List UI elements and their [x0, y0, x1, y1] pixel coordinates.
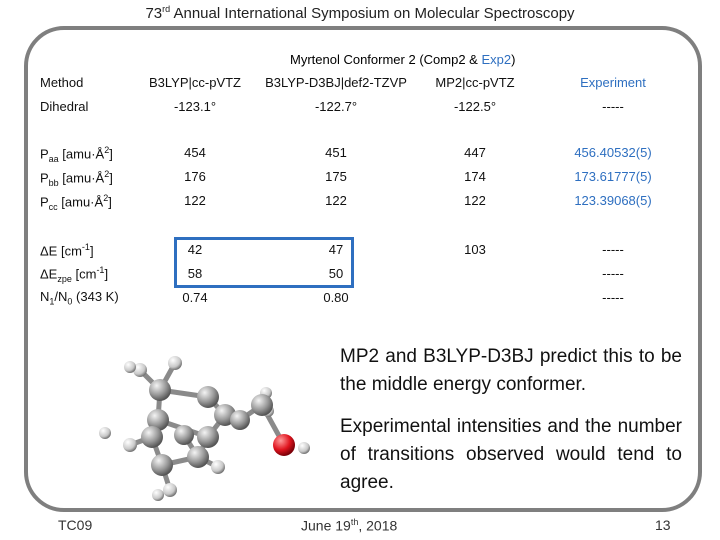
cell-de-b3lyp: 42: [187, 242, 203, 257]
col-header-b3lyp: B3LYP|cc-pVTZ: [149, 75, 241, 90]
row-label-dihedral: Dihedral: [40, 99, 89, 114]
cell-ratio-b3lyp-d3bj: 0.80: [323, 290, 349, 305]
footer-page-number: 13: [655, 517, 671, 533]
col-header-method: Method: [40, 75, 84, 90]
cell-de-b3lyp-d3bj: 47: [328, 242, 344, 257]
footer-session-code: TC09: [58, 517, 93, 533]
cell-pcc-mp2: 122: [464, 193, 486, 208]
col-header-experiment: Experiment: [580, 75, 646, 90]
cell-dihedral-b3lyp-d3bj: -122.7°: [314, 99, 358, 114]
cell-paa-b3lyp-d3bj: 451: [325, 145, 347, 160]
cell-de-exp: -----: [602, 242, 624, 257]
cell-dezpe-b3lyp-d3bj: 50: [328, 266, 344, 281]
col-header-mp2: MP2|cc-pVTZ: [435, 75, 515, 90]
cell-pbb-b3lyp: 176: [184, 169, 206, 184]
cell-dezpe-exp: -----: [602, 266, 624, 281]
cell-paa-exp: 456.40532(5): [574, 145, 652, 160]
cell-pbb-mp2: 174: [464, 169, 486, 184]
row-label-population-ratio: N1/N0 (343 K): [40, 289, 119, 307]
row-label-delta-e: ΔE [cm-1]: [40, 242, 94, 259]
conformer-title: Myrtenol Conformer 2 (Comp2 & Exp2): [290, 52, 516, 67]
footer-date: June 19th, 2018: [301, 517, 398, 534]
row-label-paa: Paa [amu·Å2]: [40, 145, 113, 164]
myrtenol-molecule-illustration: [99, 356, 310, 501]
slide-header: 73rd Annual International Symposium on M…: [145, 4, 575, 22]
row-label-pbb: Pbb [amu·Å2]: [40, 169, 113, 188]
cell-paa-mp2: 447: [464, 145, 486, 160]
cell-dezpe-b3lyp: 58: [187, 266, 203, 281]
cell-ratio-exp: -----: [602, 290, 624, 305]
slide-frame: [24, 26, 702, 512]
row-label-pcc: Pcc [amu·Å2]: [40, 193, 112, 212]
highlight-box: [174, 237, 354, 288]
cell-de-mp2: 103: [464, 242, 486, 257]
conclusion-paragraph-2: Experimental intensities and the number …: [340, 416, 682, 493]
row-label-delta-e-zpe: ΔEzpe [cm-1]: [40, 265, 109, 284]
cell-dihedral-mp2: -122.5°: [453, 99, 497, 114]
conclusion-paragraph-1: MP2 and B3LYP-D3BJ predict this to be th…: [340, 346, 682, 395]
cell-pcc-b3lyp: 122: [184, 193, 206, 208]
cell-pcc-exp: 123.39068(5): [574, 193, 652, 208]
cell-pbb-b3lyp-d3bj: 175: [325, 169, 347, 184]
cell-dihedral-exp: -----: [602, 99, 624, 114]
cell-paa-b3lyp: 454: [184, 145, 206, 160]
cell-pbb-exp: 173.61777(5): [574, 169, 652, 184]
cell-dihedral-b3lyp: -123.1°: [173, 99, 217, 114]
col-header-b3lyp-d3bj: B3LYP-D3BJ|def2-TZVP: [265, 75, 407, 90]
cell-ratio-b3lyp: 0.74: [182, 290, 208, 305]
cell-pcc-b3lyp-d3bj: 122: [325, 193, 347, 208]
